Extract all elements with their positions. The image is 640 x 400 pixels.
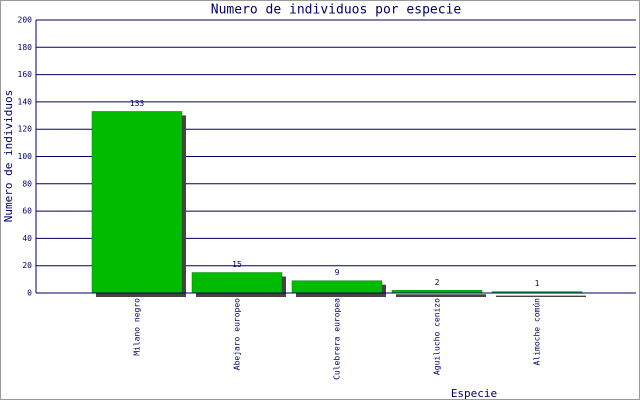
bar [91,111,183,294]
y-axis-label: Numero de individuos [2,90,15,222]
x-tick-label: Culebrera europea [333,298,342,380]
x-tick-label: Aguilucho cenizo [433,298,442,375]
data-label: 9 [335,268,340,277]
chart-title: Numero de individuos por especie [211,3,462,18]
x-tick-label: Milano negro [133,298,142,356]
y-tick-label: 40 [22,234,32,243]
y-tick-label: 160 [18,70,33,79]
data-label: 2 [435,278,440,287]
bar-shadow [496,295,586,297]
y-tick-label: 140 [18,97,33,106]
bar [291,280,383,294]
y-tick-label: 180 [18,43,33,52]
x-tick-label: Abejaro europeo [233,298,242,370]
y-tick-label: 0 [27,289,32,298]
data-label: 1 [535,279,540,288]
x-tick-label: Alimoche común [533,298,542,366]
x-axis-label: Especie [451,387,497,400]
y-tick-label: 60 [22,207,32,216]
y-tick-label: 20 [22,261,32,270]
data-label: 133 [130,99,145,108]
y-tick-label: 200 [18,16,33,25]
data-label: 15 [232,260,242,269]
bar-shadow [396,294,486,297]
y-tick-label: 100 [18,152,33,161]
y-tick-label: 120 [18,125,33,134]
bar [191,272,283,294]
y-tick-label: 80 [22,179,32,188]
